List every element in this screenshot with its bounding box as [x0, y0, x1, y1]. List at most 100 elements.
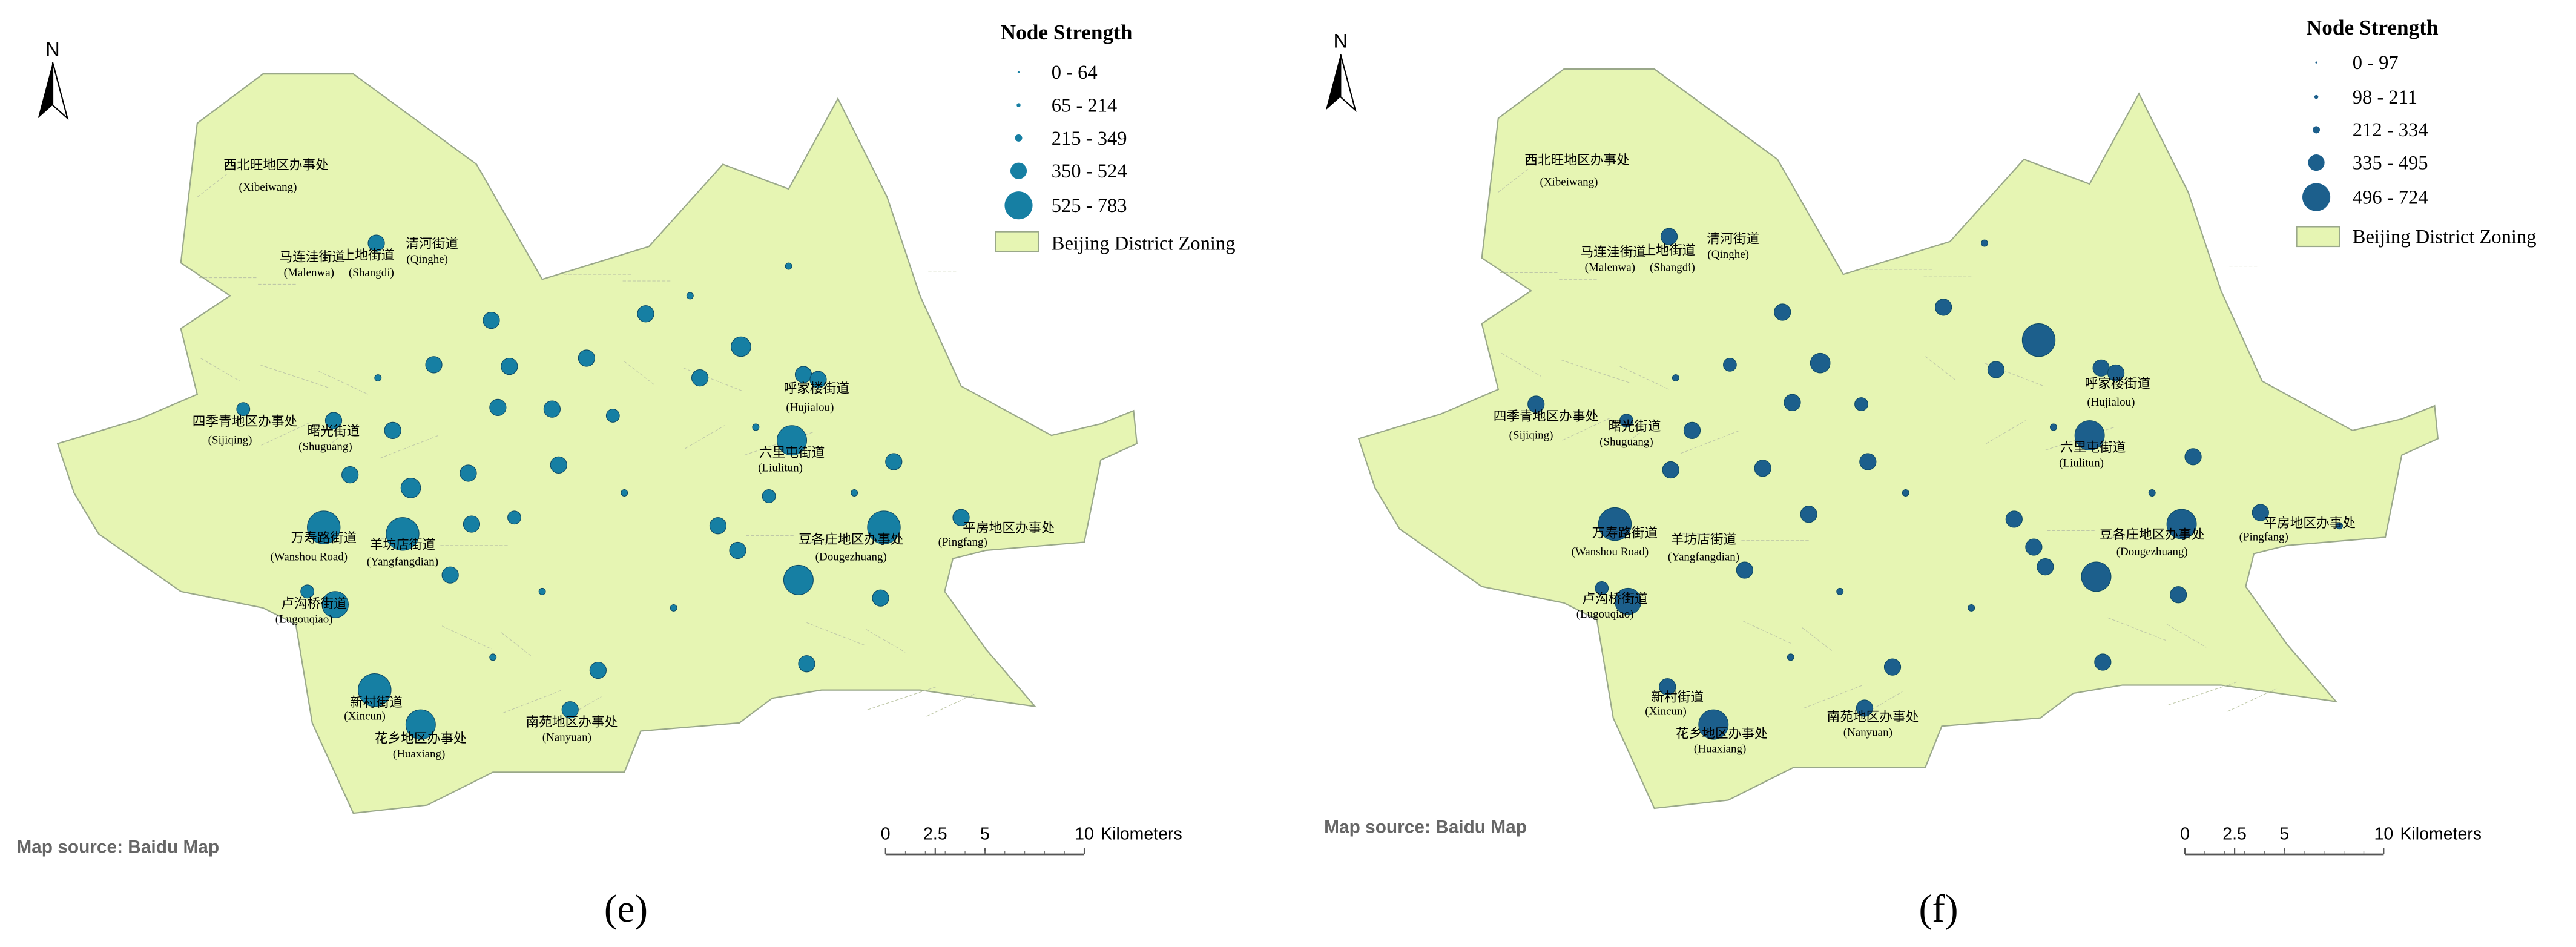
place-name: 上地街道: [342, 248, 395, 263]
map-source: Map source: Baidu Map: [16, 837, 219, 857]
node-circle: [2094, 653, 2112, 671]
district-map: [56, 73, 1138, 814]
map-panel: 西北旺地区办事处 (Xibeiwang) 马连洼街道 (Malenwa) 上地街道 (Sh…: [1357, 68, 2439, 810]
node-circle: [2252, 504, 2269, 521]
node-circle: [1598, 507, 1632, 541]
place-name: 新村街道: [350, 695, 403, 710]
place-name: 新村街道: [1651, 690, 1704, 705]
place-pinyin: (Shangdi): [349, 266, 394, 279]
node-circle: [386, 517, 420, 551]
scale-tick-label: 0: [881, 825, 891, 844]
node-circle: [851, 489, 858, 497]
node-circle: [2037, 558, 2054, 576]
node-circle: [1987, 361, 2005, 378]
legend-item: 335 - 495: [2353, 152, 2428, 174]
node-circle: [762, 489, 776, 503]
node-circle: [686, 292, 694, 300]
node-circle: [872, 589, 889, 607]
district-boundary: [1560, 359, 1630, 383]
legend-item: 215 - 349: [1052, 128, 1127, 150]
node-circle: [400, 478, 421, 498]
district-boundary: [1802, 627, 1832, 651]
district-boundary: [624, 361, 654, 385]
place-name: 上地街道: [1643, 243, 1696, 258]
place-name: 豆各庄地区办事处: [2100, 527, 2205, 542]
node-circle: [2021, 323, 2056, 357]
place-pinyin: (Wanshou Road): [1571, 546, 1649, 558]
node-circle: [1859, 453, 1877, 470]
place-pinyin: (Pingfang): [2239, 531, 2288, 544]
district-boundary: [502, 690, 562, 714]
place-pinyin: (Lugouqiao): [1576, 608, 1634, 621]
place-pinyin: (Xibeiwang): [1540, 176, 1598, 189]
node-circle: [1787, 653, 1794, 661]
node-circle: [1784, 394, 1801, 411]
district-boundary: [197, 174, 227, 198]
node-circle: [538, 587, 546, 595]
legend-symbol: [2313, 126, 2321, 134]
place-name: 南苑地区办事处: [1827, 710, 1919, 724]
district-boundary: [2227, 688, 2278, 712]
node-circle: [1659, 678, 1676, 696]
node-circle: [1836, 587, 1844, 595]
node-circle: [2092, 359, 2110, 377]
place-name: 平房地区办事处: [2264, 516, 2356, 530]
legend-item: 350 - 524: [1052, 160, 1127, 182]
scale-unit: Kilometers: [2400, 825, 2482, 844]
scale-tick-label: 2.5: [2222, 825, 2247, 844]
district-boundary: [1621, 423, 1652, 447]
place-name: 羊坊店街道: [370, 537, 435, 552]
place-name: 呼家楼街道: [2085, 376, 2150, 391]
district-boundary: [865, 629, 906, 653]
place-name: 花乡地区办事处: [1676, 726, 1768, 741]
district-boundary: [926, 693, 977, 717]
place-pinyin: (Yangfangdian): [1668, 550, 1739, 563]
district-boundary: [1498, 169, 1528, 193]
node-circle: [2166, 509, 2197, 539]
place-pinyin: (Huaxiang): [1694, 743, 1746, 756]
place-name: 卢沟桥街道: [1582, 592, 1647, 606]
place-pinyin: (Shuguang): [1599, 435, 1653, 448]
node-circle: [605, 409, 620, 423]
north-arrow: [51, 62, 69, 120]
place-name: 清河街道: [406, 237, 458, 251]
place-pinyin: (Xincun): [344, 710, 386, 722]
node-circle: [321, 591, 349, 618]
district-boundary: [1680, 430, 1740, 454]
district-boundary: [501, 632, 531, 656]
place-name: 卢沟桥街道: [281, 596, 346, 611]
place-pinyin: (Xibeiwang): [239, 181, 297, 194]
place-pinyin: (Qinghe): [406, 253, 448, 266]
legend-item: 65 - 214: [1052, 95, 1117, 117]
legend-item: Beijing District Zoning: [2353, 226, 2537, 248]
node-circle: [1683, 421, 1701, 440]
district-boundary: [259, 364, 329, 388]
place-pinyin: (Malenwa): [284, 266, 334, 279]
place-pinyin: (Nanyuan): [542, 731, 591, 744]
place-name: 四季青地区办事处: [193, 414, 298, 429]
place-name: 四季青地区办事处: [1494, 409, 1599, 424]
scale-tick-label: 2.5: [923, 825, 947, 844]
node-circle: [1595, 581, 1609, 595]
node-circle: [384, 421, 401, 440]
scale-unit: Kilometers: [1101, 825, 1182, 844]
node-circle: [783, 564, 814, 595]
legend-item: 98 - 211: [2353, 87, 2417, 108]
node-circle: [1614, 587, 1642, 615]
district-boundary: [2168, 681, 2238, 705]
node-circle: [501, 357, 518, 375]
node-circle: [2107, 364, 2125, 382]
place-name: 曙光街道: [1609, 419, 1661, 434]
district-boundary: [318, 371, 369, 395]
district-boundary: [1925, 356, 1955, 380]
node-circle: [1883, 658, 1902, 676]
place-name: 六里屯街道: [2060, 440, 2126, 455]
node-circle: [589, 661, 607, 679]
place-name: 西北旺地区办事处: [1524, 153, 1630, 167]
node-circle: [236, 402, 251, 417]
panel-label: (f): [1919, 887, 1958, 931]
place-name: 豆各庄地区办事处: [799, 532, 904, 547]
node-circle: [324, 412, 343, 429]
place-pinyin: (Yangfangdian): [367, 555, 438, 568]
legend-symbol: [1004, 191, 1033, 220]
